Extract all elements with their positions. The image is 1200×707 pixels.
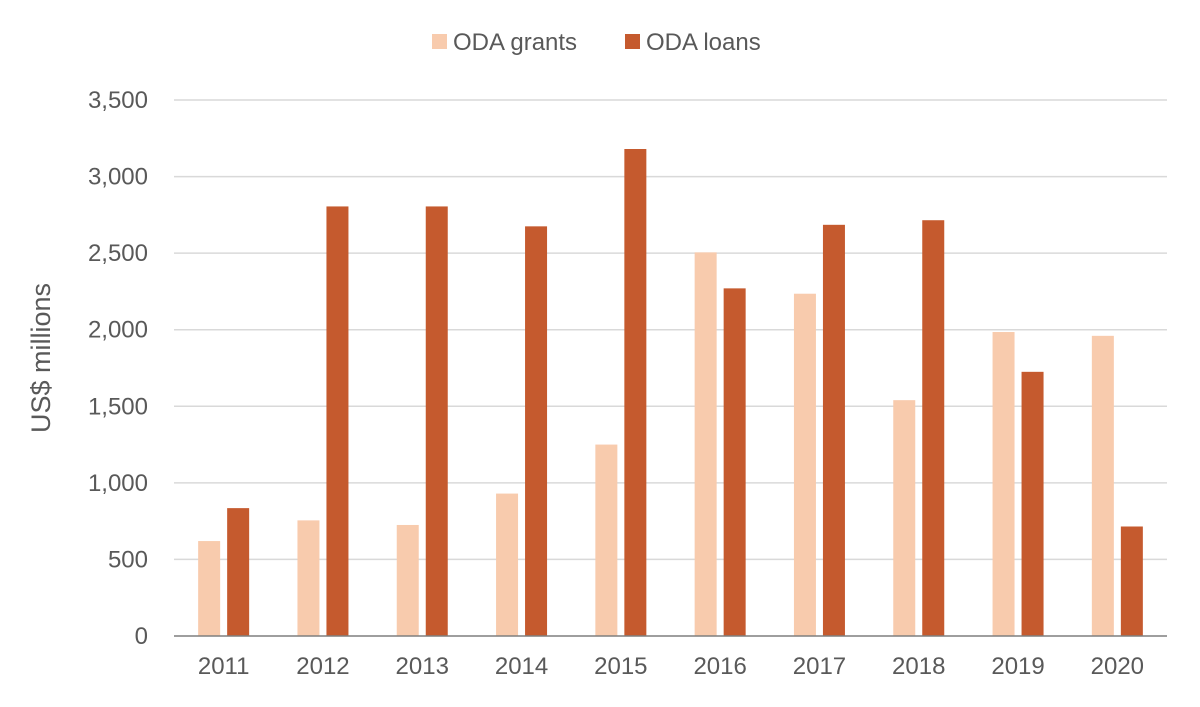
bar-oda-grants-2020 — [1091, 335, 1114, 636]
bar-oda-loans-2015 — [624, 149, 647, 636]
x-tick-label: 2014 — [495, 653, 548, 680]
bar-oda-loans-2017 — [822, 224, 845, 636]
x-tick-label: 2020 — [1091, 653, 1144, 680]
y-tick-label: 1,500 — [88, 393, 148, 420]
bar-oda-loans-2020 — [1120, 526, 1143, 636]
bar-oda-grants-2017 — [793, 293, 816, 636]
legend-label: ODA grants — [453, 29, 577, 56]
legend-label: ODA loans — [646, 29, 761, 56]
y-tick-label: 2,500 — [88, 240, 148, 267]
bar-oda-grants-2015 — [595, 444, 618, 636]
bar-oda-grants-2012 — [297, 520, 320, 636]
y-axis-title: US$ millions — [26, 283, 56, 433]
x-axis-ticks: 2011 2012 2013 2014 2015 2016 2017 2018 2019 2020 — [198, 653, 1144, 680]
gridlines — [174, 99, 1167, 561]
y-tick-label: 0 — [135, 623, 148, 650]
bar-oda-grants-2018 — [893, 400, 916, 636]
y-tick-label: 500 — [108, 546, 148, 573]
x-tick-label: 2015 — [594, 653, 647, 680]
bar-oda-loans-2014 — [525, 226, 548, 637]
bars — [198, 149, 1143, 637]
bar-oda-grants-2019 — [992, 332, 1015, 636]
x-tick-label: 2011 — [198, 653, 250, 680]
bar-oda-grants-2013 — [396, 524, 419, 636]
bar-oda-loans-2012 — [326, 206, 349, 637]
x-tick-label: 2013 — [396, 653, 449, 680]
y-tick-label: 3,500 — [88, 87, 148, 114]
legend: ODA grants ODA loans — [432, 29, 761, 56]
y-tick-label: 1,000 — [88, 470, 148, 497]
y-tick-label: 2,000 — [88, 317, 148, 344]
bar-oda-loans-2016 — [723, 288, 746, 636]
legend-swatch — [625, 34, 640, 49]
bar-oda-loans-2011 — [227, 508, 250, 636]
y-axis-ticks: 0 500 1,000 1,500 2,000 2,500 3,000 3,500 — [88, 87, 148, 650]
bar-oda-loans-2013 — [425, 206, 448, 637]
bar-oda-loans-2019 — [1021, 371, 1044, 636]
bar-oda-grants-2014 — [496, 493, 519, 636]
bar-oda-grants-2016 — [694, 252, 717, 636]
x-tick-label: 2018 — [892, 653, 945, 680]
x-tick-label: 2016 — [693, 653, 746, 680]
y-tick-label: 3,000 — [88, 164, 148, 191]
legend-swatch — [432, 34, 447, 49]
bar-oda-loans-2018 — [922, 220, 945, 636]
x-tick-label: 2019 — [991, 653, 1044, 680]
x-tick-label: 2017 — [793, 653, 846, 680]
x-tick-label: 2012 — [296, 653, 349, 680]
bar-oda-grants-2011 — [198, 541, 221, 636]
